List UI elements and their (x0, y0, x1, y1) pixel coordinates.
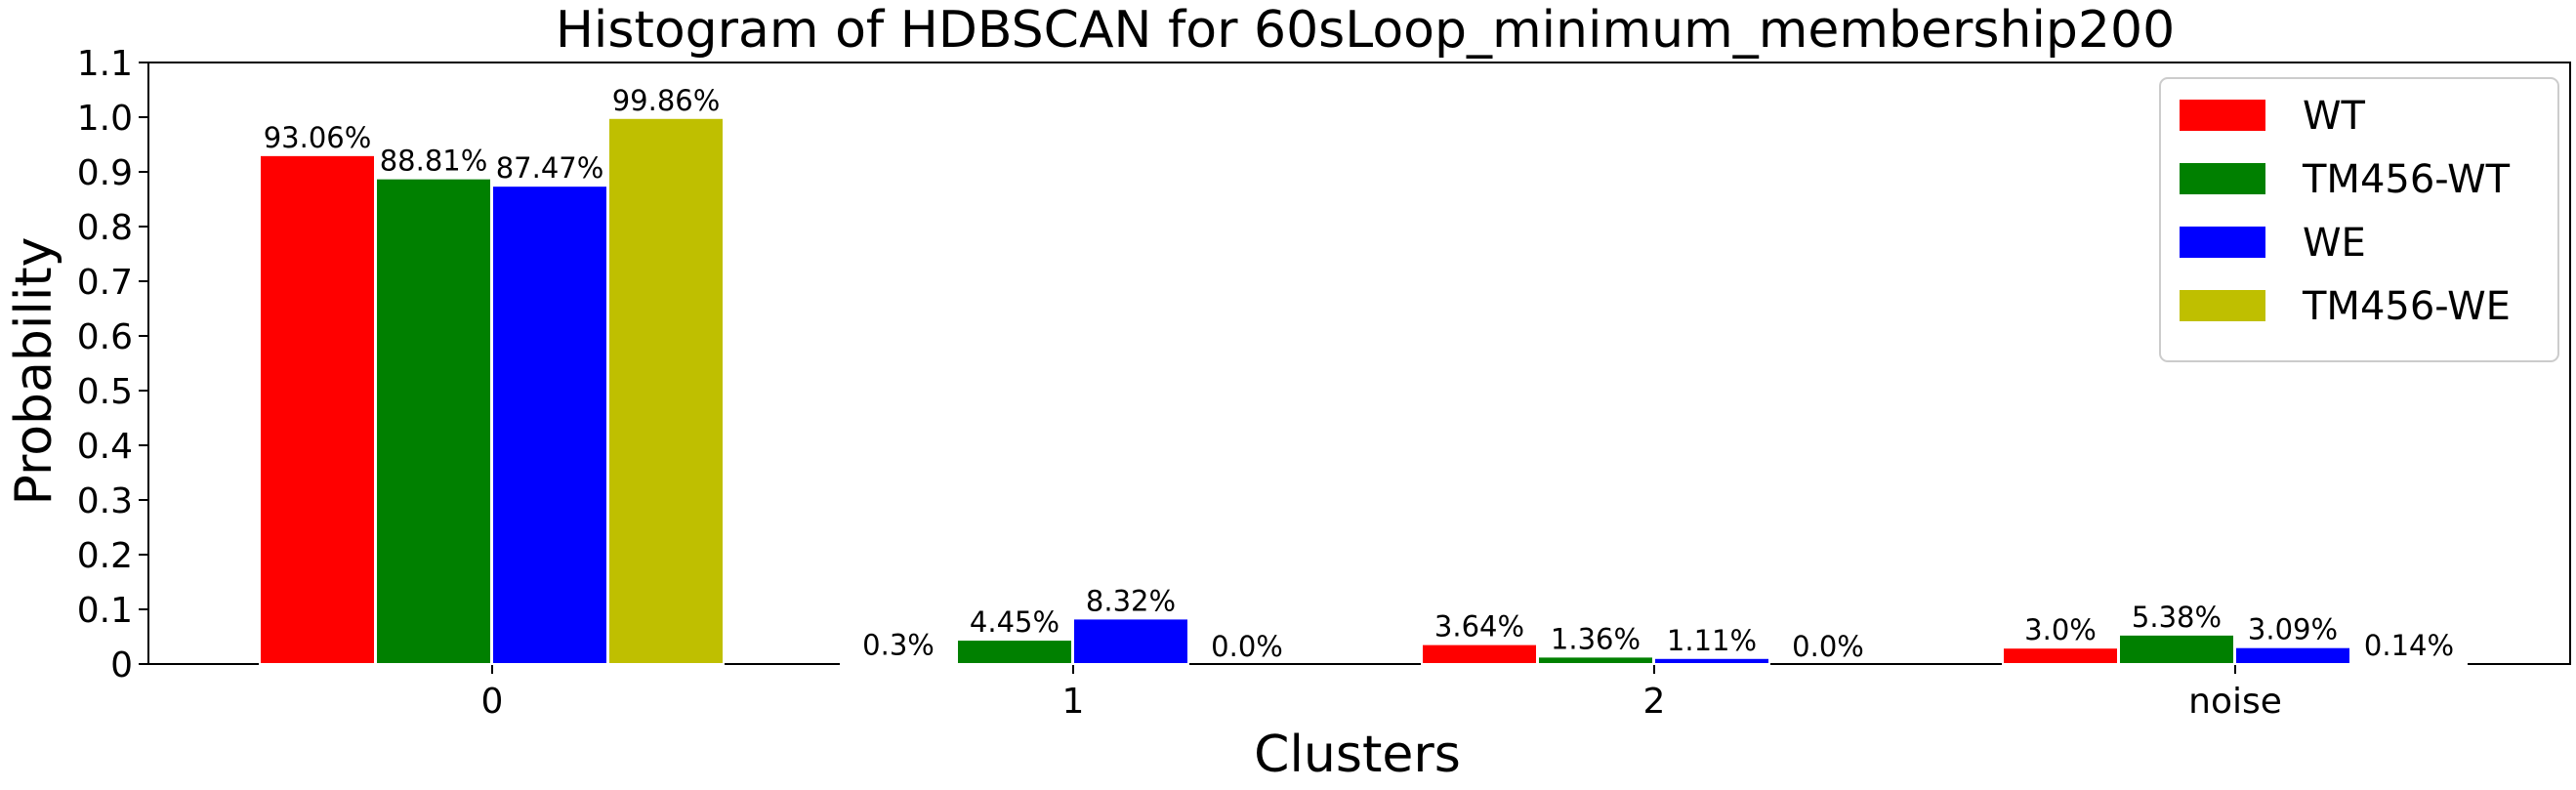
y-axis-label: Probability (5, 237, 63, 506)
y-tick-label: 0.3 (77, 481, 133, 521)
bar (1421, 643, 1538, 666)
bar-value-label: 1.36% (1551, 622, 1641, 655)
bar-value-label: 0.0% (1211, 630, 1283, 663)
bar (491, 185, 608, 665)
y-tick-label: 0.7 (77, 263, 133, 303)
bar-value-label: 0.0% (1792, 630, 1864, 663)
y-tick-label: 0.6 (77, 317, 133, 357)
legend: WT TM456-WT WE TM456-WE (2159, 77, 2559, 362)
y-tick-label: 0.4 (77, 427, 133, 467)
bar (2234, 645, 2351, 665)
bar (2350, 662, 2468, 666)
bar-value-label: 8.32% (1086, 584, 1176, 617)
bar-value-label: 99.86% (612, 84, 721, 117)
x-tick-label: noise (2188, 682, 2282, 722)
y-tick-label: 1.0 (77, 99, 133, 139)
bar (375, 177, 492, 665)
plot-area: 0 0.1 0.2 0.3 0.4 0.5 0.6 0.7 0.8 0.9 1.0 1.1 0 93.06… (77, 44, 2571, 722)
y-tick-label: 0.2 (77, 536, 133, 576)
bar-value-label: 3.0% (2024, 613, 2097, 646)
y-tick-label: 0 (110, 645, 133, 686)
x-tick-label: 2 (1643, 682, 1666, 722)
x-axis-label: Clusters (1254, 726, 1461, 784)
bar-value-label: 87.47% (496, 151, 604, 185)
y-tick-label: 0.5 (77, 372, 133, 412)
bar-value-label: 4.45% (970, 605, 1059, 639)
bar (1537, 655, 1654, 665)
bar (607, 116, 725, 665)
bar-value-label: 1.11% (1667, 624, 1757, 657)
chart-title: Histogram of HDBSCAN for 60sLoop_minimum… (556, 1, 2175, 60)
bar-value-label: 3.09% (2248, 613, 2338, 646)
legend-swatch (2180, 163, 2265, 194)
bar-value-label: 93.06% (264, 121, 372, 154)
bar (1072, 617, 1189, 666)
bar (956, 639, 1073, 666)
y-tick-label: 0.1 (77, 591, 133, 631)
bar-value-label: 3.64% (1434, 610, 1524, 644)
legend-entry: TM456-WT (2302, 157, 2511, 202)
plot-frame (147, 62, 2571, 665)
y-tick-label: 1.1 (77, 44, 133, 84)
bar-value-label: 88.81% (380, 145, 488, 178)
legend-swatch (2180, 227, 2265, 258)
bar (2002, 646, 2119, 666)
y-tick-label: 0.9 (77, 153, 133, 193)
legend-entry: TM456-WE (2302, 284, 2511, 329)
bar-value-label: 0.14% (2364, 629, 2454, 662)
y-tick-label: 0.8 (77, 208, 133, 248)
bar-value-label: 5.38% (2132, 601, 2222, 634)
bar (1653, 656, 1770, 665)
bar-value-label: 0.3% (862, 628, 935, 661)
x-tick-label: 1 (1062, 682, 1085, 722)
bar (840, 661, 957, 666)
bar (259, 153, 376, 665)
legend-entry: WT (2303, 94, 2366, 139)
bar (2118, 633, 2235, 666)
legend-swatch (2180, 100, 2265, 131)
legend-swatch (2180, 290, 2265, 321)
legend-entry: WE (2303, 221, 2366, 266)
x-tick-label: 0 (481, 682, 504, 722)
